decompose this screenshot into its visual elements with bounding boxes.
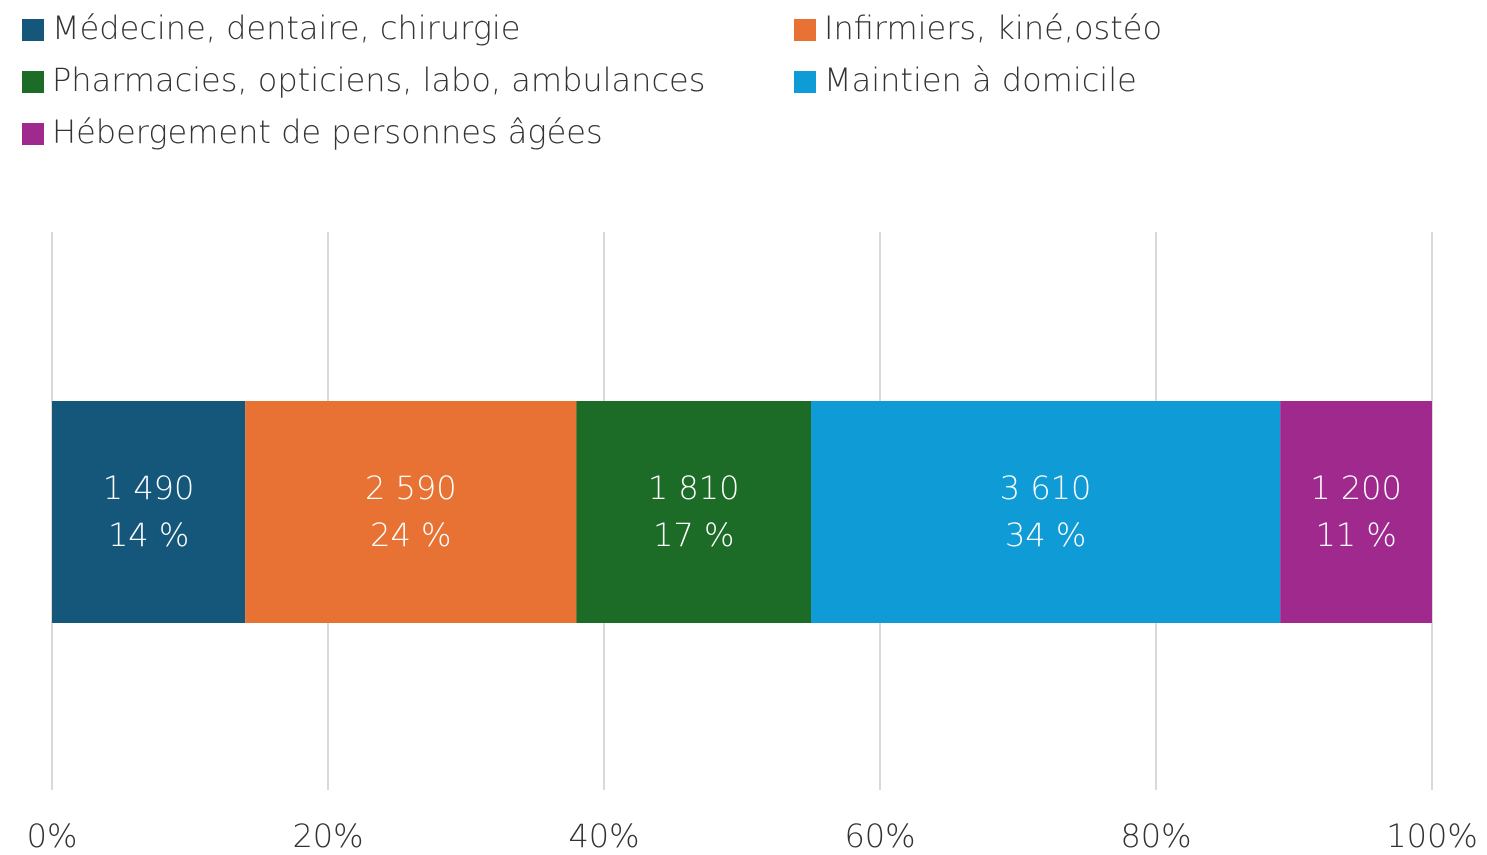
x-tick-label: 60% bbox=[844, 817, 915, 855]
count-label: 1 810 bbox=[648, 469, 740, 507]
legend-swatch bbox=[22, 19, 44, 41]
x-tick-label: 0% bbox=[27, 817, 78, 855]
bar-segment bbox=[245, 401, 577, 623]
legend-label: Maintien à domicile bbox=[824, 61, 1137, 99]
legend-swatch bbox=[794, 71, 816, 93]
bar-segment bbox=[1280, 401, 1432, 623]
count-label: 3 610 bbox=[1000, 469, 1092, 507]
value-label: 24 % bbox=[370, 516, 451, 554]
value-label: 17 % bbox=[653, 516, 734, 554]
value-label: 11 % bbox=[1315, 516, 1396, 554]
legend-label: Pharmacies, opticiens, labo, ambulances bbox=[52, 61, 705, 99]
legend-label: Hébergement de personnes âgées bbox=[52, 113, 603, 151]
count-label: 2 590 bbox=[365, 469, 457, 507]
x-tick-label: 20% bbox=[292, 817, 363, 855]
count-label: 1 490 bbox=[103, 469, 195, 507]
bar-segment bbox=[811, 401, 1281, 623]
bar-segment bbox=[576, 401, 811, 623]
legend-label: Médecine, dentaire, chirurgie bbox=[52, 9, 520, 47]
legend-swatch bbox=[22, 71, 44, 93]
x-tick-label: 80% bbox=[1120, 817, 1191, 855]
value-label: 34 % bbox=[1005, 516, 1086, 554]
count-label: 1 200 bbox=[1310, 469, 1402, 507]
value-label: 14 % bbox=[108, 516, 189, 554]
bar-segment bbox=[52, 401, 246, 623]
x-tick-label: 100% bbox=[1386, 817, 1477, 855]
legend-swatch bbox=[22, 123, 44, 145]
x-tick-label: 40% bbox=[568, 817, 639, 855]
legend-label: Infirmiers, kiné,ostéo bbox=[824, 9, 1162, 47]
legend-swatch bbox=[794, 19, 816, 41]
